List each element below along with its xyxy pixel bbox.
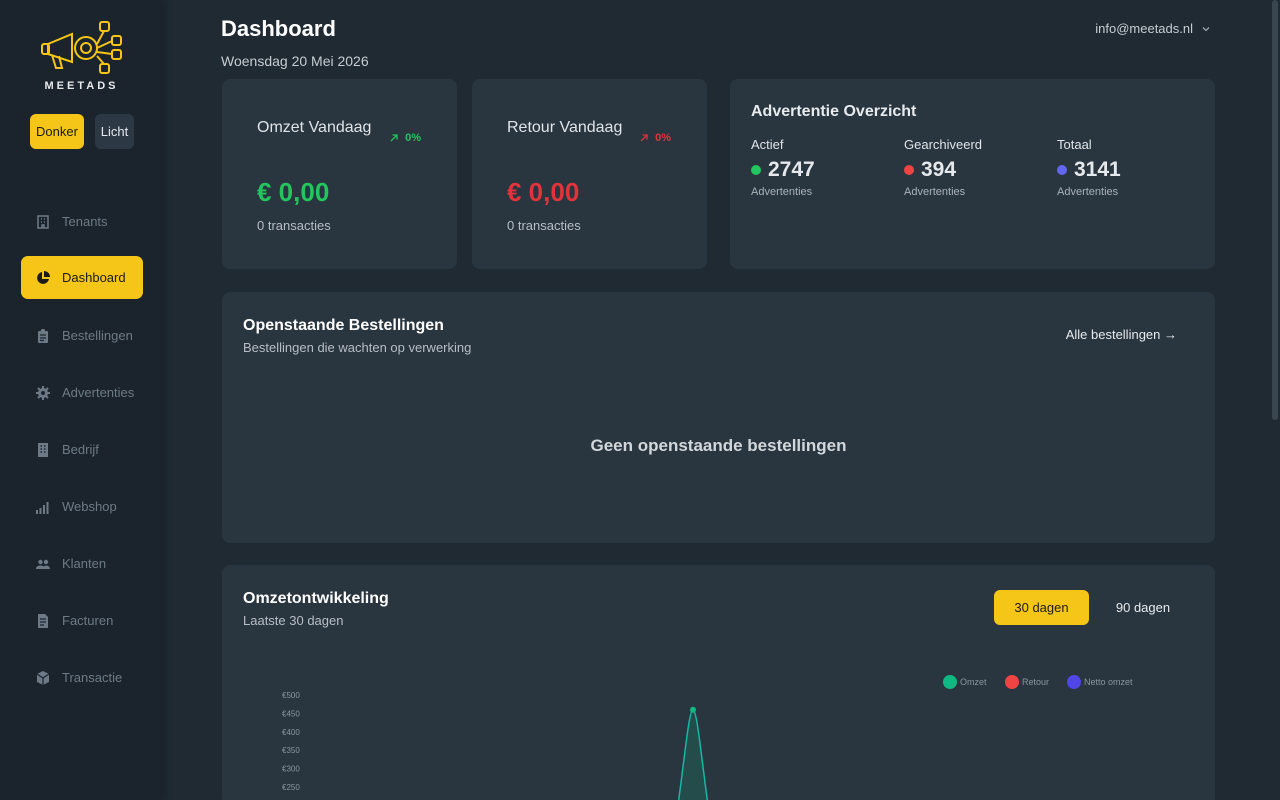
- ad-overview-card: Advertentie Overzicht Actief 2747 Advert…: [730, 79, 1215, 269]
- status-dot: [904, 165, 914, 175]
- sidebar-item-label: Facturen: [62, 613, 114, 628]
- sidebar-item-label: Bestellingen: [62, 328, 133, 343]
- overview-active-value: 2747: [768, 158, 815, 181]
- ad-overview-title: Advertentie Overzicht: [751, 103, 917, 120]
- sidebar-item-klanten[interactable]: Klanten: [21, 542, 143, 585]
- overview-total-sub: Advertenties: [1057, 186, 1119, 198]
- omzet-transactions: 0 transacties: [257, 218, 331, 233]
- box-icon: [36, 670, 50, 685]
- gear-icon: [36, 385, 50, 400]
- arrow-up-right-icon: [640, 134, 648, 142]
- sidebar: MEETADS Donker Licht Tenants Dashboard B…: [0, 0, 163, 800]
- sidebar-item-label: Klanten: [62, 556, 107, 571]
- range-30-button[interactable]: 30 dagen: [994, 590, 1089, 625]
- sidebar-item-bedrijf[interactable]: Bedrijf: [21, 428, 143, 471]
- retour-card: Retour Vandaag 0% € 0,00 0 transacties: [472, 79, 707, 269]
- overview-archived-value: 394: [921, 158, 957, 181]
- meetads-logo: [41, 21, 122, 74]
- overview-total-value: 3141: [1074, 158, 1121, 181]
- y-tick-label: €500: [282, 691, 300, 700]
- legend-swatch: [943, 675, 957, 689]
- retour-transactions: 0 transacties: [507, 218, 581, 233]
- office-icon: [38, 442, 48, 457]
- brand-name: MEETADS: [44, 80, 119, 92]
- retour-label: Retour Vandaag: [507, 119, 623, 136]
- open-orders-title: Openstaande Bestellingen: [243, 317, 444, 334]
- clipboard-icon: [38, 328, 48, 343]
- user-email: info@meetads.nl: [1095, 21, 1193, 36]
- overview-active-sub: Advertenties: [751, 186, 813, 198]
- y-tick-label: €400: [282, 728, 300, 737]
- legend-label: Retour: [1022, 677, 1049, 687]
- sidebar-item-label: Advertenties: [62, 385, 135, 400]
- sidebar-item-webshop[interactable]: Webshop: [21, 485, 143, 528]
- revenue-title: Omzetontwikkeling: [243, 590, 389, 607]
- retour-pct: 0%: [655, 132, 671, 144]
- omzet-pct: 0%: [405, 132, 421, 144]
- sidebar-item-transactie[interactable]: Transactie: [21, 656, 143, 699]
- all-orders-link[interactable]: Alle bestellingen →: [1065, 327, 1177, 342]
- page-title: Dashboard: [221, 16, 336, 41]
- arrow-up-right-icon: [390, 134, 398, 142]
- open-orders-card: Openstaande Bestellingen Bestellingen di…: [222, 292, 1215, 543]
- range-90-button[interactable]: 90 dagen: [1115, 600, 1171, 615]
- y-tick-label: €450: [282, 709, 300, 718]
- sidebar-item-label: Bedrijf: [62, 442, 99, 457]
- legend-swatch: [1067, 675, 1081, 689]
- omzet-label: Omzet Vandaag: [257, 119, 372, 136]
- overview-archived-sub: Advertenties: [904, 186, 966, 198]
- document-icon: [38, 613, 48, 628]
- chevron-down-icon: [1202, 26, 1210, 31]
- pie-chart-icon: [37, 270, 50, 284]
- sidebar-item-label: Tenants: [62, 214, 108, 229]
- overview-active-head: Actief: [751, 137, 784, 152]
- omzet-value: € 0,00: [257, 177, 330, 207]
- overview-total: Totaal 3141 Advertenties: [1057, 137, 1121, 198]
- omzet-peak-point: [690, 706, 696, 713]
- retour-value: € 0,00: [507, 177, 580, 207]
- scrollbar[interactable]: [1272, 0, 1278, 420]
- theme-dark-button[interactable]: Donker: [30, 114, 84, 149]
- revenue-subtitle: Laatste 30 dagen: [243, 613, 344, 628]
- overview-total-head: Totaal: [1057, 137, 1092, 152]
- omzet-series-line: [677, 708, 709, 800]
- legend-label: Omzet: [960, 677, 987, 687]
- revenue-chart: Omzet Retour Netto omzet €500 €450 €400 €350 €3…: [282, 675, 1133, 800]
- sidebar-item-bestellingen[interactable]: Bestellingen: [21, 314, 143, 357]
- overview-active: Actief 2747 Advertenties: [751, 137, 815, 198]
- sidebar-item-label: Transactie: [62, 670, 123, 685]
- building-icon: [37, 214, 49, 229]
- retour-change: 0%: [639, 132, 671, 144]
- revenue-card: Omzetontwikkeling Laatste 30 dagen 30 da…: [222, 565, 1215, 800]
- legend-label: Netto omzet: [1084, 677, 1133, 687]
- sidebar-item-label: Webshop: [62, 499, 117, 514]
- overview-archived: Gearchiveerd 394 Advertenties: [904, 137, 982, 198]
- legend-swatch: [1005, 675, 1019, 689]
- sidebar-item-tenants[interactable]: Tenants: [21, 200, 143, 243]
- sidebar-item-dashboard[interactable]: Dashboard: [21, 256, 143, 299]
- signal-bars-icon: [36, 501, 49, 514]
- sidebar-item-advertenties[interactable]: Advertenties: [21, 371, 143, 414]
- omzet-change: 0%: [389, 132, 421, 144]
- page-date: Woensdag 20 Mei 2026: [221, 53, 369, 69]
- people-icon: [36, 559, 50, 569]
- sidebar-item-label: Dashboard: [62, 270, 126, 285]
- y-tick-label: €250: [282, 783, 300, 792]
- sidebar-item-facturen[interactable]: Facturen: [21, 599, 143, 642]
- status-dot: [751, 165, 761, 175]
- theme-light-button[interactable]: Licht: [95, 114, 134, 149]
- overview-archived-head: Gearchiveerd: [904, 137, 983, 152]
- y-tick-label: €300: [282, 765, 300, 774]
- empty-state: Geen openstaande bestellingen: [590, 436, 847, 455]
- y-tick-label: €350: [282, 746, 300, 755]
- omzet-card: Omzet Vandaag 0% € 0,00 0 transacties: [222, 79, 457, 269]
- user-menu[interactable]: info@meetads.nl: [1095, 21, 1211, 36]
- status-dot: [1057, 165, 1067, 175]
- open-orders-subtitle: Bestellingen die wachten op verwerking: [243, 340, 472, 355]
